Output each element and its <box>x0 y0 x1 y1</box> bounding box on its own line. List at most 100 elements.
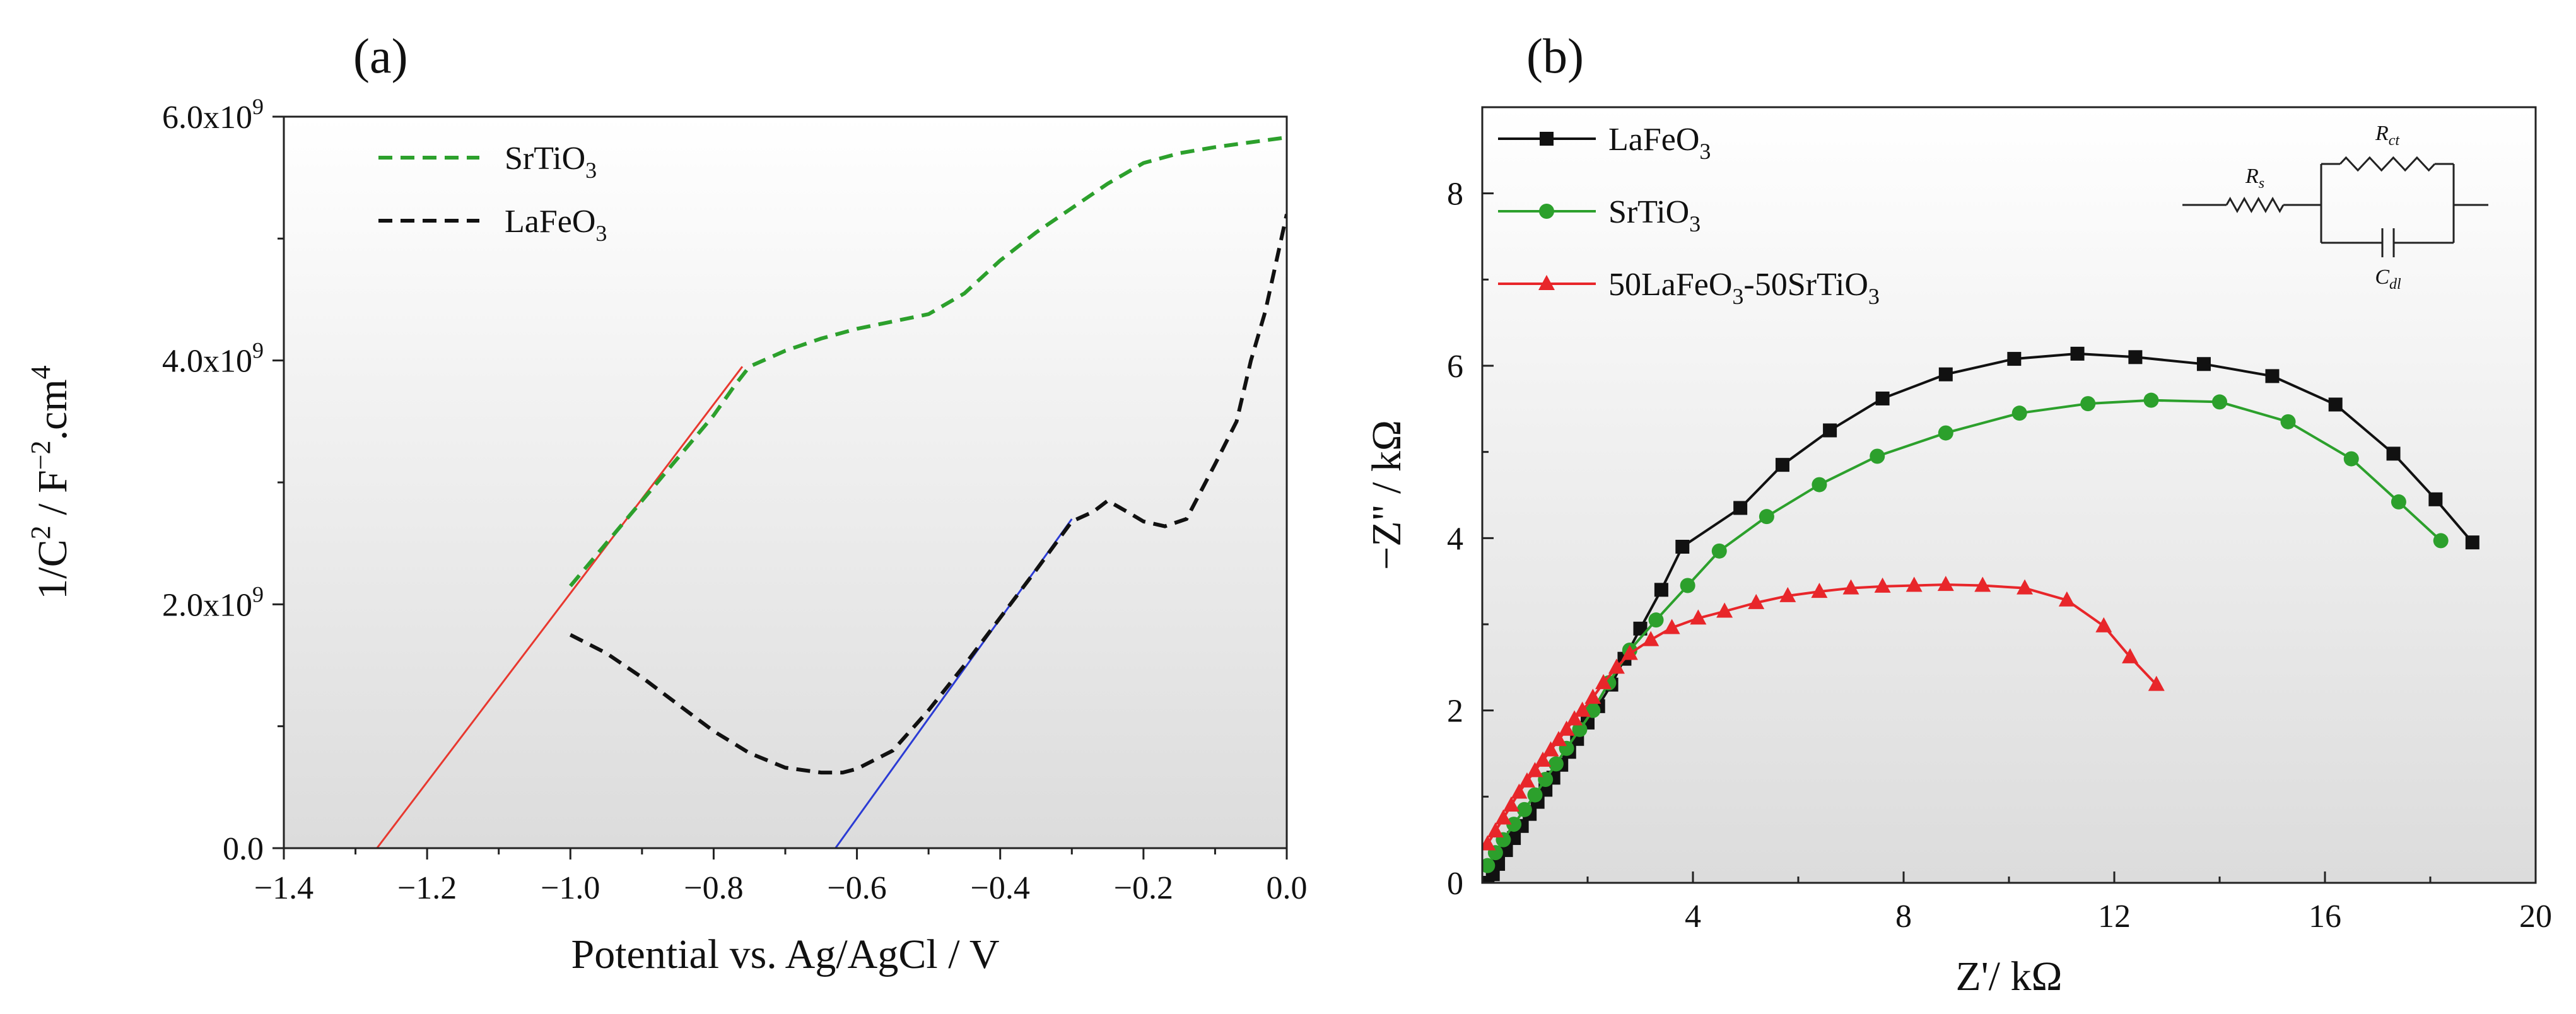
data-point-SrTiO3 <box>1680 578 1695 593</box>
data-point-50LaFeO3-50SrTiO3 <box>1495 809 1512 825</box>
data-point-50LaFeO3-50SrTiO3 <box>1487 822 1504 837</box>
fit-line-2 <box>834 518 1073 848</box>
data-point-SrTiO3 <box>1759 509 1774 525</box>
cdl-label: Cdl <box>2375 265 2401 293</box>
panel-b-x-axis-label: Z'/ kΩ <box>1955 953 2062 999</box>
data-point-50LaFeO3-50SrTiO3 <box>1502 796 1519 812</box>
data-point-50LaFeO3-50SrTiO3 <box>1811 583 1828 598</box>
data-point-SrTiO3 <box>1506 817 1522 832</box>
data-point-SrTiO3 <box>1812 477 1827 492</box>
y-tick-label: 4.0x109 <box>162 338 264 380</box>
data-point-50LaFeO3-50SrTiO3 <box>1906 576 1923 592</box>
x-tick-label: −0.6 <box>827 870 886 906</box>
data-point-50LaFeO3-50SrTiO3 <box>1874 577 1891 593</box>
data-point-LaFeO3 <box>2428 492 2443 506</box>
panel-a-label: (a) <box>353 28 408 83</box>
data-point-SrTiO3 <box>2011 405 2027 421</box>
data-point-SrTiO3 <box>1516 801 1532 817</box>
y-tick-label: 2.0x109 <box>162 581 264 623</box>
series-line-SrTiO3 <box>569 135 1287 588</box>
data-point-50LaFeO3-50SrTiO3 <box>1663 619 1680 634</box>
x-tick-label: 8 <box>1895 899 1912 935</box>
data-point-LaFeO3 <box>1875 391 1890 405</box>
data-point-SrTiO3 <box>2080 396 2096 412</box>
data-point-50LaFeO3-50SrTiO3 <box>1842 579 1859 595</box>
data-point-50LaFeO3-50SrTiO3 <box>2122 648 2139 663</box>
data-point-50LaFeO3-50SrTiO3 <box>2017 579 2034 595</box>
legend-label-SrTiO3: SrTiO3 <box>505 141 597 183</box>
data-point-SrTiO3 <box>1527 787 1543 803</box>
legend-marker-LaFeO3 <box>1540 132 1554 146</box>
data-point-LaFeO3 <box>2196 357 2211 371</box>
rct-resistor <box>2339 156 2436 172</box>
panel-a-y-axis-label: 1/C2 / F−2.cm4 <box>25 365 76 599</box>
x-tick-label: −1.0 <box>541 870 600 906</box>
rs-resistor <box>2225 196 2285 214</box>
x-tick-label: −1.4 <box>254 870 313 906</box>
data-point-50LaFeO3-50SrTiO3 <box>1526 762 1543 778</box>
data-point-50LaFeO3-50SrTiO3 <box>1937 576 1954 592</box>
data-point-SrTiO3 <box>1572 721 1588 737</box>
legend-marker-50LaFeO3-50SrTiO3 <box>1538 275 1555 290</box>
data-point-SrTiO3 <box>2143 392 2159 408</box>
data-point-LaFeO3 <box>1938 367 1953 382</box>
panel-a-plot-area <box>284 117 1287 848</box>
data-point-LaFeO3 <box>1633 621 1648 636</box>
y-tick-label: 6.0x109 <box>162 94 264 136</box>
data-point-LaFeO3 <box>2007 352 2022 366</box>
x-tick-label: 16 <box>2309 899 2341 935</box>
panel-a-axes: −1.4 −1.2 −1.0 −0.8 −0.6 −0.4 −0.2 0.0 0.0 2.0x10… <box>162 94 1308 906</box>
y-tick-label: 8 <box>1447 177 1463 213</box>
data-point-50LaFeO3-50SrTiO3 <box>1716 602 1733 618</box>
panel-b-data <box>1482 346 2479 883</box>
data-point-50LaFeO3-50SrTiO3 <box>1482 835 1496 851</box>
data-point-50LaFeO3-50SrTiO3 <box>1550 731 1567 747</box>
data-point-LaFeO3 <box>2328 397 2343 412</box>
panel-a: (a) −1.4 −1.2 −1.0 −0.8 −0.6 −0.4 −0.2 0.0 0.0 2.… <box>25 28 1308 977</box>
data-point-SrTiO3 <box>1482 858 1496 873</box>
data-point-LaFeO3 <box>1775 458 1789 472</box>
data-point-LaFeO3 <box>2128 350 2143 364</box>
data-point-50LaFeO3-50SrTiO3 <box>1584 689 1601 704</box>
x-tick-label: −0.8 <box>684 870 743 906</box>
panel-a-legend: SrTiO3 LaFeO3 <box>378 141 607 246</box>
panel-a-x-axis-label: Potential vs. Ag/AgCl / V <box>571 931 999 977</box>
x-tick-label: 4 <box>1685 899 1701 935</box>
x-tick-label: 20 <box>2519 899 2552 935</box>
data-point-50LaFeO3-50SrTiO3 <box>1558 720 1575 736</box>
data-point-50LaFeO3-50SrTiO3 <box>1779 586 1796 602</box>
data-point-50LaFeO3-50SrTiO3 <box>2058 591 2075 607</box>
data-point-50LaFeO3-50SrTiO3 <box>1518 772 1535 788</box>
equivalent-circuit-inset: Rs Rct Cdl <box>2182 122 2488 293</box>
legend-label-50LaFeO3-50SrTiO3: 50LaFeO3-50SrTiO3 <box>1608 267 1880 309</box>
data-point-SrTiO3 <box>2433 533 2449 549</box>
data-point-SrTiO3 <box>1938 425 1953 441</box>
data-point-LaFeO3 <box>2465 535 2479 550</box>
panel-b-y-axis-label: −Z" / kΩ <box>1364 420 1410 570</box>
data-point-LaFeO3 <box>2265 369 2280 383</box>
data-point-50LaFeO3-50SrTiO3 <box>1748 593 1765 609</box>
fit-line-1 <box>376 366 744 848</box>
panel-b: (b) 4 8 12 16 20 0 2 4 6 8 LaFeO3 SrTiO3 50LaFeO3-5… <box>1364 28 2552 999</box>
y-tick-label: 2 <box>1447 694 1463 730</box>
x-tick-label: −0.4 <box>971 870 1030 906</box>
data-point-50LaFeO3-50SrTiO3 <box>1608 658 1625 674</box>
panel-b-legend: LaFeO3 SrTiO3 50LaFeO3-50SrTiO3 <box>1498 122 1880 309</box>
data-point-LaFeO3 <box>1733 501 1748 515</box>
y-tick-label: 6 <box>1447 349 1463 385</box>
data-point-SrTiO3 <box>1548 756 1564 772</box>
data-point-SrTiO3 <box>1870 448 1885 464</box>
data-point-LaFeO3 <box>1675 540 1690 554</box>
data-point-LaFeO3 <box>1654 583 1668 597</box>
panel-b-label: (b) <box>1526 28 1584 83</box>
data-point-SrTiO3 <box>2212 394 2227 410</box>
legend-label-LaFeO3: LaFeO3 <box>505 204 607 246</box>
data-point-50LaFeO3-50SrTiO3 <box>1974 576 1991 592</box>
data-point-SrTiO3 <box>2280 414 2296 429</box>
data-point-50LaFeO3-50SrTiO3 <box>1535 751 1552 767</box>
x-tick-label: −1.2 <box>397 870 457 906</box>
data-point-50LaFeO3-50SrTiO3 <box>2148 675 2165 691</box>
legend-label-LaFeO3: LaFeO3 <box>1608 122 1711 164</box>
data-point-50LaFeO3-50SrTiO3 <box>2095 617 2112 632</box>
data-point-SrTiO3 <box>2343 451 2359 467</box>
